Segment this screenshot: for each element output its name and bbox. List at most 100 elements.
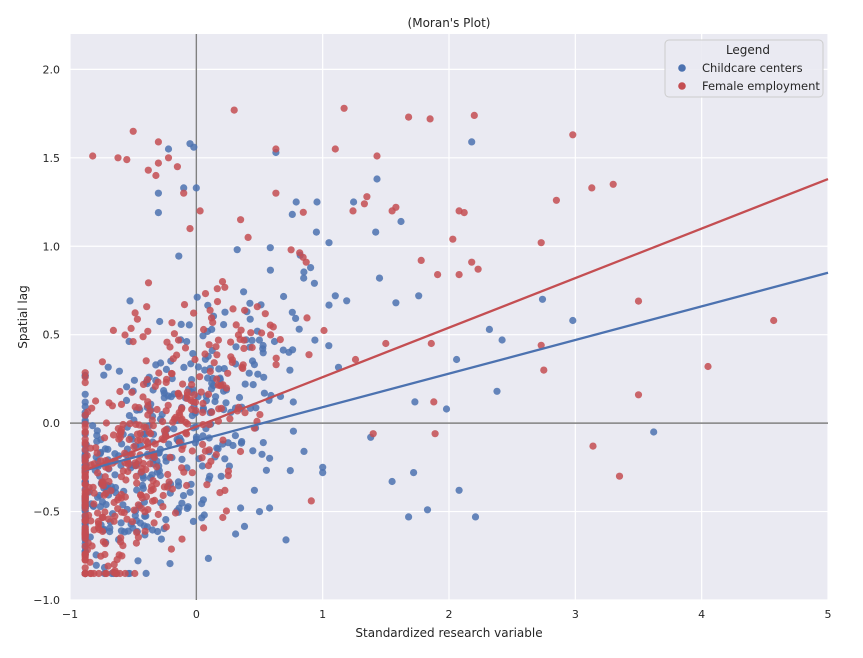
point-childcare-centers [288, 308, 296, 316]
point-childcare-centers [89, 422, 97, 430]
point-female-employment [101, 508, 109, 516]
point-female-employment [178, 464, 186, 472]
point-female-employment [206, 367, 214, 376]
point-childcare-centers [206, 472, 214, 480]
point-female-employment [117, 473, 125, 481]
point-female-employment [178, 404, 186, 412]
point-childcare-centers [119, 501, 127, 509]
point-female-employment [104, 562, 112, 570]
point-childcare-centers [189, 517, 197, 526]
point-childcare-centers [186, 488, 194, 496]
point-childcare-centers [468, 138, 476, 146]
point-female-employment [272, 354, 280, 362]
point-childcare-centers [388, 477, 396, 486]
point-childcare-centers [650, 428, 658, 436]
point-female-employment [349, 207, 357, 215]
point-female-employment [90, 489, 98, 497]
point-childcare-centers [179, 492, 188, 500]
point-female-employment [183, 394, 191, 402]
point-female-employment [116, 433, 124, 441]
point-childcare-centers [115, 367, 123, 375]
point-childcare-centers [217, 472, 225, 480]
point-female-employment [124, 467, 132, 476]
point-female-employment [150, 519, 158, 527]
reference-lines [70, 34, 828, 600]
point-female-employment [104, 515, 113, 523]
point-childcare-centers [183, 338, 191, 346]
point-childcare-centers [288, 210, 296, 218]
point-female-employment [208, 408, 216, 416]
point-childcare-centers [111, 450, 119, 458]
point-childcare-centers [92, 561, 100, 569]
point-female-employment [129, 338, 137, 346]
point-female-employment [232, 321, 240, 329]
point-female-employment [155, 369, 163, 377]
point-female-employment [340, 104, 348, 112]
point-childcare-centers [102, 501, 110, 509]
point-female-employment [296, 249, 304, 257]
point-female-employment [128, 388, 136, 396]
point-childcare-centers [164, 145, 173, 153]
point-female-employment [214, 336, 222, 344]
point-childcare-centers [220, 321, 228, 329]
point-female-employment [634, 391, 643, 399]
point-childcare-centers [192, 184, 200, 192]
point-female-employment [94, 469, 102, 477]
point-female-employment [272, 361, 280, 369]
y-tick-label: 2.0 [43, 63, 61, 76]
point-female-employment [460, 209, 468, 217]
y-tick-label: 0.0 [43, 417, 61, 430]
point-female-employment [405, 113, 413, 121]
point-childcare-centers [343, 297, 351, 305]
point-childcare-centers [405, 513, 413, 521]
x-tick-label: 4 [698, 608, 705, 621]
point-childcare-centers [442, 405, 451, 413]
point-female-employment [272, 189, 280, 197]
point-female-employment [227, 338, 235, 346]
point-childcare-centers [292, 198, 300, 206]
y-tick-label: 0.5 [43, 329, 61, 342]
point-female-employment [89, 152, 97, 160]
point-female-employment [470, 111, 478, 119]
point-female-employment [90, 500, 98, 508]
point-female-employment [81, 564, 89, 572]
point-female-employment [455, 271, 463, 279]
point-female-employment [149, 422, 157, 430]
point-female-employment [94, 517, 102, 526]
legend-title: Legend [726, 43, 770, 57]
point-female-employment [133, 430, 141, 438]
point-female-employment [102, 489, 110, 498]
point-childcare-centers [162, 516, 170, 524]
point-female-employment [153, 463, 161, 471]
point-female-employment [163, 483, 172, 491]
point-female-employment [171, 509, 180, 517]
point-female-employment [417, 256, 425, 264]
point-female-employment [164, 470, 172, 479]
point-female-employment [188, 447, 196, 455]
point-childcare-centers [259, 345, 267, 353]
point-female-employment [382, 339, 390, 348]
point-female-employment [540, 366, 548, 374]
point-female-employment [180, 189, 188, 197]
point-childcare-centers [184, 503, 192, 511]
point-childcare-centers [250, 486, 258, 494]
point-female-employment [110, 560, 118, 569]
point-female-employment [197, 388, 205, 396]
point-female-employment [236, 335, 244, 343]
point-female-employment [123, 515, 131, 523]
point-female-employment [81, 435, 89, 443]
point-female-employment [163, 338, 171, 346]
point-childcare-centers [392, 299, 400, 307]
point-female-employment [224, 467, 232, 475]
point-female-employment [183, 388, 191, 396]
point-childcare-centers [166, 560, 174, 568]
point-female-employment [92, 397, 100, 405]
point-childcare-centers [493, 387, 501, 395]
point-childcare-centers [397, 217, 405, 226]
point-childcare-centers [255, 336, 263, 344]
point-female-employment [237, 326, 245, 334]
point-childcare-centers [300, 274, 308, 282]
point-childcare-centers [157, 535, 165, 543]
point-female-employment [137, 504, 145, 512]
point-female-employment [153, 405, 161, 414]
